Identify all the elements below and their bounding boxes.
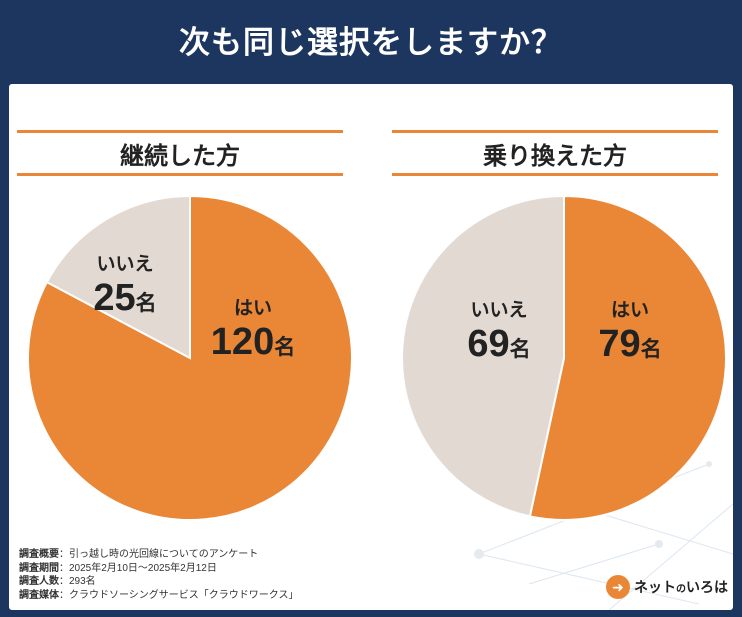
survey-row: 調査媒体：クラウドソーシングサービス「クラウドワークス」 [19,589,299,603]
survey-key: 調査媒体 [19,589,59,601]
survey-row: 調査概要：引っ越し時の光回線についてのアンケート [19,548,299,562]
header-band: 次も同じ選択をしますか？ [0,0,742,84]
slice-label: いいえ [96,254,153,275]
pie-slice [401,194,565,518]
slice-value-label: 79名 [598,323,661,365]
chart-title: 継続した方 [120,142,240,170]
slice-label: はい [611,300,649,321]
brand-part: ネット [634,579,676,595]
page-title: 次も同じ選択をしますか？ [179,24,563,60]
brand-part: いろは [686,579,728,595]
survey-key: 調査概要 [19,549,59,560]
section-title-switched: 乗り換えた方 [392,130,718,176]
content-card: 継続した方 乗り換えた方 はい 120名 いいえ 25名 はい 79名 いいえ 69名 [9,84,733,610]
slice-label: いいえ [470,300,527,321]
brand-part: の [676,584,686,595]
pie-slice [528,194,727,521]
chart-title: 乗り換えた方 [483,142,627,170]
survey-info: 調査概要：引っ越し時の光回線についてのアンケート 調査期間：2025年2月10日… [19,548,299,602]
arrow-icon: ➜ [606,575,630,599]
slice-value-label: 120名 [211,321,295,363]
survey-value: ：引っ越し時の光回線についてのアンケート [59,549,259,560]
survey-key: 調査人数 [19,576,59,587]
survey-row: 調査人数：293名 [19,575,299,589]
brand-name: ネットのいろは [634,577,728,597]
survey-value: ：293名 [59,576,96,587]
pie-slice [45,194,191,360]
survey-key: 調査期間 [19,562,59,574]
survey-row: 調査期間：2025年2月10日～2025年2月12日 [19,562,299,576]
survey-value: ：2025年2月10日～2025年2月12日 [59,562,217,574]
section-title-continued: 継続した方 [17,130,343,176]
slice-label: はい [234,298,272,319]
brand-logo: ➜ ネットのいろは [606,574,728,600]
survey-value: ：クラウドソーシングサービス「クラウドワークス」 [59,589,299,601]
slice-value-label: 69名 [467,323,530,365]
slice-value-label: 25名 [93,277,156,319]
